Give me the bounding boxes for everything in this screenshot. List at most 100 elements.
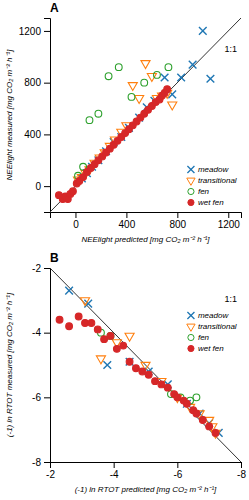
point (183, 400, 191, 408)
point (161, 74, 169, 82)
point (126, 358, 134, 366)
point (80, 298, 89, 306)
point (86, 117, 93, 124)
point (199, 27, 207, 35)
point (174, 394, 181, 401)
panel: -2-4-6-8-8-6-4-2B1:1(-1) ln RTOT predict… (5, 251, 246, 494)
y-tick-mark (44, 333, 50, 334)
point (96, 356, 105, 364)
y-tick-mark (44, 268, 50, 269)
point (193, 394, 200, 401)
y-axis-title: (-1) ln RTOT measured [mg CO₂ m⁻² h⁻¹] (5, 292, 14, 437)
legend-symbol (188, 345, 194, 351)
y-tick-mark (44, 186, 50, 187)
legend-symbol (187, 178, 195, 185)
x-tick-mark (114, 462, 115, 468)
point (107, 333, 114, 340)
y-axis-line (44, 19, 51, 213)
legend-symbol (188, 199, 194, 205)
point (105, 73, 112, 80)
y-tick-mark (44, 134, 50, 135)
x-tick-mark (228, 212, 229, 218)
point (139, 368, 146, 375)
point (56, 316, 63, 323)
x-tick: 0 (73, 212, 79, 230)
point (165, 64, 172, 71)
series (78, 27, 214, 182)
y-tick-label: 1200 (19, 26, 42, 37)
x-tick-mark (177, 462, 178, 468)
point (141, 79, 148, 86)
point (168, 102, 177, 110)
series (98, 329, 200, 404)
point (207, 75, 215, 83)
series (56, 86, 171, 203)
x-tick-mark (241, 462, 242, 468)
point (113, 345, 120, 352)
legend: meadow transitional fen wet fen (187, 311, 237, 353)
annotation: 1:1 (224, 294, 237, 304)
x-axis-title: NEElight predicted [mg CO₂ m⁻² h⁻¹] (81, 235, 210, 244)
x-axis-line (51, 463, 242, 469)
x-tick: -2 (46, 462, 55, 480)
legend-label: fen (198, 187, 210, 196)
x-tick-label: -8 (237, 469, 246, 480)
y-tick-mark (44, 83, 50, 84)
point (199, 417, 206, 424)
series (65, 287, 222, 437)
point (164, 384, 171, 391)
x-tick-mark (126, 212, 127, 218)
title: B (50, 251, 59, 265)
x-tick: 1200 (218, 212, 241, 230)
y-tick-mark (44, 397, 50, 398)
point (152, 378, 159, 385)
legend-label: wet fen (198, 344, 224, 353)
point (177, 74, 185, 82)
legend-symbol (187, 324, 195, 331)
legend-item: wet fen (188, 344, 224, 353)
legend-symbol (188, 188, 194, 194)
point (126, 358, 133, 365)
point (164, 86, 171, 93)
y-tick-label: -4 (32, 327, 41, 338)
legend-symbol (188, 334, 194, 340)
series (56, 313, 219, 436)
y-axis-title: NEElight measured [mg CO₂ m⁻² h⁻¹] (5, 49, 14, 181)
legend-item: fen (188, 187, 210, 196)
x-axis: 04008001200 (51, 212, 242, 230)
y-axis: -8 -6 -4 -2 (32, 263, 50, 468)
series (75, 64, 172, 179)
x-axis-title: (-1) ln RTOT predicted [mg CO₂ m⁻² h⁻¹] (75, 485, 217, 494)
legend-item: fen (188, 333, 210, 342)
point (154, 72, 161, 79)
point (66, 323, 73, 330)
point (103, 361, 111, 369)
x-tick: 800 (169, 212, 186, 230)
y-tick-label: -6 (32, 392, 41, 403)
point (70, 188, 77, 195)
plot-area (50, 18, 241, 212)
panel: 0400800120004008001200A1:1NEElight predi… (5, 1, 242, 244)
legend-label: wet fen (198, 198, 224, 207)
y-tick-label: -2 (32, 263, 41, 274)
annotation: 1:1 (224, 44, 237, 54)
point (128, 94, 135, 101)
x-tick: -8 (237, 462, 246, 480)
legend-label: meadow (198, 311, 229, 320)
point (120, 342, 127, 349)
point (65, 287, 73, 295)
point (183, 400, 190, 407)
legend: meadowtransitionalfenwet fen (187, 165, 237, 207)
y-tick: -2 (32, 263, 50, 274)
y-tick: -8 (32, 457, 50, 468)
legend-item: meadow (187, 311, 229, 320)
x-tick-label: 0 (73, 219, 79, 230)
y-tick: -6 (32, 392, 50, 403)
y-axis: 04008001200 (19, 19, 51, 213)
identity-line (50, 268, 241, 462)
legend-item: transitional (187, 322, 237, 331)
y-tick-label: 0 (35, 181, 41, 192)
series (73, 61, 176, 185)
identity-line (50, 18, 241, 212)
y-tick: 0 (35, 181, 50, 192)
